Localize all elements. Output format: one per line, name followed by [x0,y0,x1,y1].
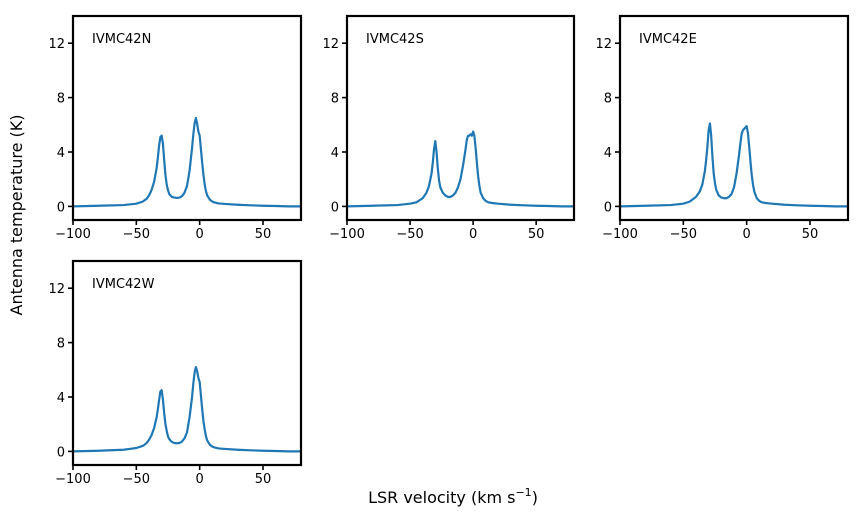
axes-frame [618,14,850,222]
y-tick-label: 4 [331,146,339,161]
x-axis-label-superscript: −1 [515,486,531,499]
x-axis-label-main: LSR velocity (km s [368,488,515,507]
spectrum-line [72,365,301,453]
y-axis-label: Antenna temperature (K) [7,114,26,315]
y-tick-label: 8 [57,337,65,352]
y-tick-label: 8 [604,92,612,107]
x-tick-label: −100 [602,227,638,242]
y-tick-label: 12 [48,37,65,52]
x-tick-label: −100 [55,472,91,487]
x-tick-label: 50 [255,472,272,487]
y-tick-label: 0 [331,200,339,215]
x-tick-label: 0 [469,227,477,242]
panel-title: IVMC42E [639,32,697,47]
panel-2: −100 −50 0 50 0 4 8 12 IVMC42S [322,14,576,242]
x-tick-label: 50 [528,227,545,242]
x-tick-label: 50 [802,227,819,242]
x-axis-label: LSR velocity (km s−1) [368,486,538,507]
x-tick-label: −50 [670,227,697,242]
y-tick-label: 12 [322,37,339,52]
spectrum-line [619,122,848,208]
y-tick-label: 4 [57,146,65,161]
axes-frame [71,259,303,467]
x-tick-label: 0 [196,227,204,242]
panel-title: IVMC42N [92,32,151,47]
x-tick-label: −100 [55,227,91,242]
panel-title: IVMC42S [366,32,424,47]
axes-frame [345,14,576,222]
y-tick-label: 4 [604,146,612,161]
y-tick-label: 0 [57,445,65,460]
panel-1: −100 −50 0 50 0 4 8 12 IVMC42N [48,14,303,242]
spectrum-line [346,130,574,208]
spectrum-line [72,116,301,208]
y-tick-label: 8 [331,92,339,107]
y-tick-label: 0 [604,200,612,215]
panel-4: −100 −50 0 50 0 4 8 12 IVMC42W [48,259,303,487]
panel-3: −100 −50 0 50 0 4 8 12 IVMC42E [595,14,850,242]
x-tick-label: −100 [329,227,365,242]
y-tick-label: 12 [595,37,612,52]
x-tick-label: −50 [396,227,423,242]
x-tick-label: −50 [123,227,150,242]
axes-frame [71,14,303,222]
x-tick-label: 0 [743,227,751,242]
y-tick-label: 12 [48,282,65,297]
y-tick-label: 4 [57,391,65,406]
panels: −100 −50 0 50 0 4 8 12 IVMC42N −100 −50 0 50 0 4 8 12 IVM… [48,14,850,487]
y-tick-label: 0 [57,200,65,215]
panel-title: IVMC42W [92,277,155,292]
x-tick-label: 50 [255,227,272,242]
x-tick-label: −50 [123,472,150,487]
y-tick-label: 8 [57,92,65,107]
x-axis-label-close: ) [532,488,538,507]
x-tick-label: 0 [196,472,204,487]
